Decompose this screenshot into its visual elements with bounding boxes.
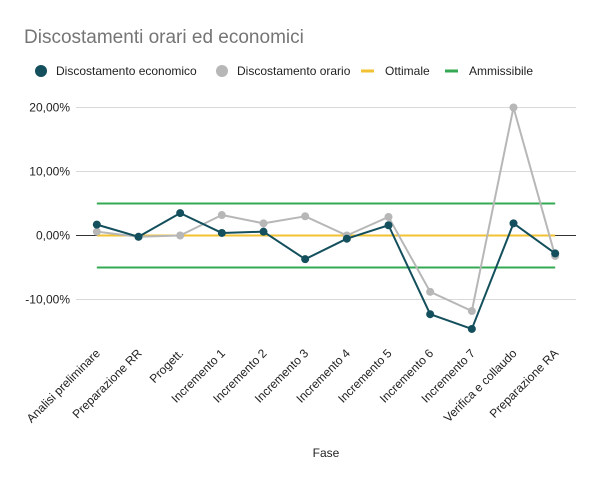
series-line-economico: [96, 212, 556, 330]
series-line-orario: [96, 106, 557, 313]
data-point-orario: [384, 212, 393, 221]
x-tick-label: Analisi preliminare: [24, 346, 103, 425]
data-point-economico: [509, 219, 518, 228]
data-point-orario: [217, 211, 226, 220]
legend-marker: [216, 65, 228, 77]
chart-title: Discostamenti orari ed economici: [24, 27, 304, 48]
data-point-economico: [467, 324, 476, 333]
data-point-orario: [301, 212, 310, 221]
data-point-orario: [176, 231, 185, 240]
series-group: [92, 103, 560, 333]
legend: Discostamento economico Discostamento ora…: [35, 64, 533, 78]
y-tick-label: 0,00%: [36, 229, 70, 243]
data-point-economico: [176, 209, 185, 218]
y-tick-label: -10,00%: [25, 293, 70, 307]
data-point-orario: [467, 307, 476, 316]
legend-label: Ottimale: [385, 64, 430, 78]
legend-marker: [35, 65, 47, 77]
data-point-economico: [384, 221, 393, 230]
data-point-economico: [259, 227, 268, 236]
data-point-economico: [551, 249, 560, 258]
data-point-economico: [92, 220, 101, 229]
legend-label: Discostamento economico: [56, 64, 197, 78]
data-point-economico: [301, 255, 310, 264]
data-point-orario: [92, 227, 101, 236]
y-tick-label: 20,00%: [29, 101, 70, 115]
data-point-economico: [217, 228, 226, 237]
data-point-economico: [342, 234, 351, 243]
data-point-orario: [426, 287, 435, 296]
x-tick-label: Progett.: [147, 346, 187, 386]
x-axis-title: Fase: [313, 446, 340, 460]
legend-label: Discostamento orario: [237, 64, 351, 78]
data-point-economico: [134, 232, 143, 241]
data-point-economico: [426, 310, 435, 319]
legend-label: Ammissibile: [469, 64, 533, 78]
x-tick-label: Verifica e collaudo: [441, 346, 520, 425]
y-tick-label: 10,00%: [29, 165, 70, 179]
y-axis-ticks: 20,00% 10,00% 0,00% -10,00%: [25, 101, 70, 307]
data-point-orario: [259, 219, 268, 228]
data-point-orario: [509, 103, 518, 112]
